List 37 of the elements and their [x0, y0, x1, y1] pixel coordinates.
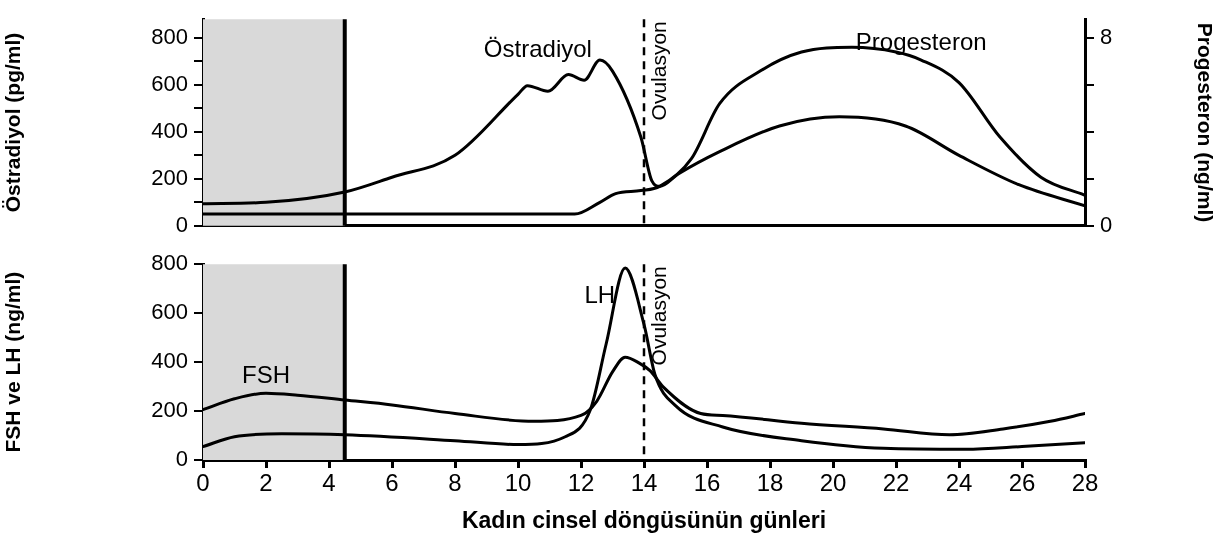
ref-line-label: Ovulasyon — [647, 266, 671, 366]
x-tick-label: 12 — [567, 469, 595, 497]
x-tick-label: 26 — [1008, 469, 1036, 497]
x-tick-label: 14 — [630, 469, 658, 497]
y-tick-label: 800 — [151, 24, 188, 50]
y-tick-label: 200 — [151, 164, 188, 190]
series-label: Östradiyol — [483, 34, 592, 62]
y-tick-label: 400 — [151, 348, 188, 374]
x-tick-label: 6 — [385, 469, 399, 497]
series-label: FSH — [242, 360, 290, 388]
x-tick-label: 2 — [259, 469, 273, 497]
x-tick-label: 22 — [882, 469, 910, 497]
x-tick-label: 20 — [819, 469, 847, 497]
series-label: LH — [584, 280, 616, 308]
y-axis-title: Östradiyol (pg/ml) — [1, 32, 25, 213]
x-axis-title: Kadın cinsel döngüsünün günleri — [461, 506, 827, 533]
y-tick-label: 400 — [151, 117, 188, 143]
x-tick-label: 16 — [693, 469, 721, 497]
x-tick-label: 8 — [448, 469, 462, 497]
ref-line-label: Ovulasyon — [647, 21, 671, 121]
y-tick-label: 600 — [151, 299, 188, 325]
y-axis-title: FSH ve LH (ng/ml) — [1, 271, 25, 453]
y2-axis-title: Progesteron (ng/ml) — [1193, 22, 1217, 223]
series-label: Progesteron — [855, 27, 987, 55]
y-tick-label: 0 — [175, 211, 188, 237]
y-tick-label: 200 — [151, 397, 188, 423]
y-tick-label: 600 — [151, 71, 188, 96]
x-tick-label: 18 — [756, 469, 784, 497]
x-tick-label: 24 — [945, 469, 973, 497]
x-tick-label: 28 — [1071, 469, 1099, 497]
y2-tick-label: 8 — [1100, 24, 1113, 50]
y2-tick-label: 0 — [1100, 211, 1113, 237]
x-tick-label: 10 — [504, 469, 532, 497]
y-tick-label: 0 — [175, 446, 188, 472]
x-tick-label: 0 — [196, 469, 210, 497]
x-tick-label: 4 — [322, 469, 336, 497]
y-tick-label: 800 — [151, 250, 188, 276]
